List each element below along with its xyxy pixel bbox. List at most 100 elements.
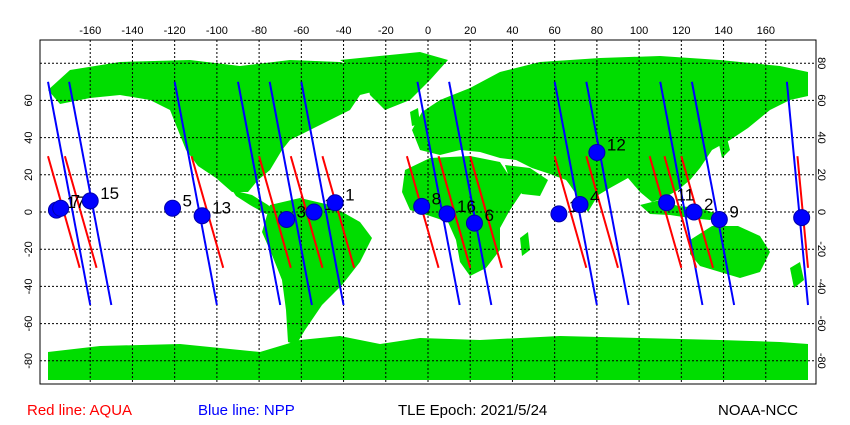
pass-label: 17 xyxy=(66,193,85,212)
lon-tick-label: -60 xyxy=(293,25,309,37)
pass-marker xyxy=(305,203,323,221)
lat-tick-label-right: -40 xyxy=(815,278,827,294)
lat-tick-label-left: 60 xyxy=(23,94,35,106)
lon-tick-label: 100 xyxy=(630,25,648,37)
credit-label: NOAA-NCC xyxy=(718,402,799,419)
pass-marker xyxy=(413,197,431,215)
pass-label: 7 xyxy=(71,191,80,210)
pass-marker xyxy=(438,205,456,223)
pass-marker xyxy=(710,210,728,228)
pass-label: 11 xyxy=(677,186,695,205)
lat-tick-label-left: -60 xyxy=(23,316,35,332)
pass-label: 1 xyxy=(345,186,354,205)
pass-layer: 1771551331018166144121129 xyxy=(47,135,811,232)
legend-aqua: Red line: AQUA xyxy=(27,402,133,419)
lon-tick-label: -140 xyxy=(121,25,143,37)
pass-label: 2 xyxy=(704,195,713,214)
npp-track-line xyxy=(47,81,92,306)
npp-track-line xyxy=(268,81,313,306)
npp-track-line xyxy=(173,81,218,306)
lat-tick-label-right: 20 xyxy=(815,169,827,181)
aqua-track-line xyxy=(469,155,503,269)
lat-tick-label-left: 20 xyxy=(23,169,35,181)
pass-label: 5 xyxy=(183,191,192,210)
track-layer xyxy=(47,81,809,306)
lat-tick-label-left: -40 xyxy=(23,278,35,294)
lat-tick-label-right: -60 xyxy=(815,316,827,332)
lat-tick-label-right: -80 xyxy=(815,353,827,369)
aqua-track-line xyxy=(585,155,619,269)
aqua-track-line xyxy=(321,155,356,269)
lat-tick-label-right: 60 xyxy=(815,94,827,106)
land-greenland xyxy=(340,52,448,110)
npp-track-line xyxy=(448,81,493,306)
pass-marker xyxy=(793,209,811,227)
lat-tick-label-right: 80 xyxy=(815,57,827,69)
tle-epoch: TLE Epoch: 2021/5/24 xyxy=(398,402,548,419)
lon-tick-label: -120 xyxy=(164,25,186,37)
land-uk xyxy=(410,108,420,126)
pass-marker xyxy=(52,199,70,217)
pass-marker xyxy=(571,196,589,214)
aqua-track-line xyxy=(663,155,698,269)
lon-tick-label: 160 xyxy=(757,25,775,37)
legend-npp: Blue line: NPP xyxy=(198,402,295,419)
pass-marker xyxy=(465,214,483,232)
npp-track-line xyxy=(690,81,736,306)
aqua-track-line xyxy=(63,155,98,269)
lat-tick-label-left: 0 xyxy=(23,209,35,215)
pass-label: 6 xyxy=(484,206,493,225)
lon-tick-label: 60 xyxy=(549,25,561,37)
lat-tick-label-right: -20 xyxy=(815,241,827,257)
tick-layer: -160 -140 -120 -100 -80 -60 -40 -20 0 20 40 60 80 100… xyxy=(23,25,827,369)
npp-track-line xyxy=(785,81,809,306)
pass-label: 3 xyxy=(297,202,306,221)
pass-marker xyxy=(685,203,703,221)
lon-tick-label: -160 xyxy=(79,25,101,37)
pass-marker xyxy=(81,192,99,210)
pass-label: 4 xyxy=(590,188,599,207)
aqua-track-line xyxy=(258,155,292,269)
lat-tick-label-right: 0 xyxy=(815,209,827,215)
pass-marker xyxy=(550,205,568,223)
pass-marker xyxy=(658,194,676,212)
pass-marker xyxy=(193,207,211,225)
pass-label: 12 xyxy=(607,135,626,154)
pass-marker xyxy=(588,143,606,161)
land-arabia xyxy=(505,165,548,196)
lon-tick-label: -40 xyxy=(336,25,352,37)
lon-tick-label: 20 xyxy=(464,25,476,37)
lat-tick-label-left: 40 xyxy=(23,131,35,143)
aqua-track-line xyxy=(648,155,683,269)
pass-marker xyxy=(278,210,296,228)
npp-track-line xyxy=(237,81,282,306)
lat-tick-label-right: 40 xyxy=(815,131,827,143)
npp-track-line xyxy=(585,81,630,306)
land-new-zealand xyxy=(790,262,804,288)
lon-tick-label: -80 xyxy=(251,25,267,37)
pass-marker xyxy=(164,199,182,217)
pass-marker xyxy=(326,194,344,212)
land-central-america xyxy=(232,190,276,214)
land-australia xyxy=(690,226,770,278)
land-north-america xyxy=(48,60,380,192)
lon-tick-label: 140 xyxy=(714,25,732,37)
lon-tick-label: 120 xyxy=(672,25,690,37)
lat-tick-label-left: -80 xyxy=(23,353,35,369)
pass-label: 16 xyxy=(457,197,476,216)
lat-tick-label-left: -20 xyxy=(23,241,35,257)
npp-track-line xyxy=(553,81,598,306)
land-eurasia xyxy=(412,56,808,202)
pass-label: 8 xyxy=(432,189,441,208)
lon-tick-label: -100 xyxy=(206,25,228,37)
npp-track-line xyxy=(416,81,461,306)
lon-tick-label: 0 xyxy=(425,25,431,37)
land-africa xyxy=(402,156,522,276)
lon-tick-label: 80 xyxy=(591,25,603,37)
npp-track-line xyxy=(300,81,345,306)
land-madagascar xyxy=(520,232,530,256)
pass-label: 13 xyxy=(212,199,231,218)
aqua-track-line xyxy=(553,155,588,269)
lon-tick-label: -20 xyxy=(378,25,394,37)
